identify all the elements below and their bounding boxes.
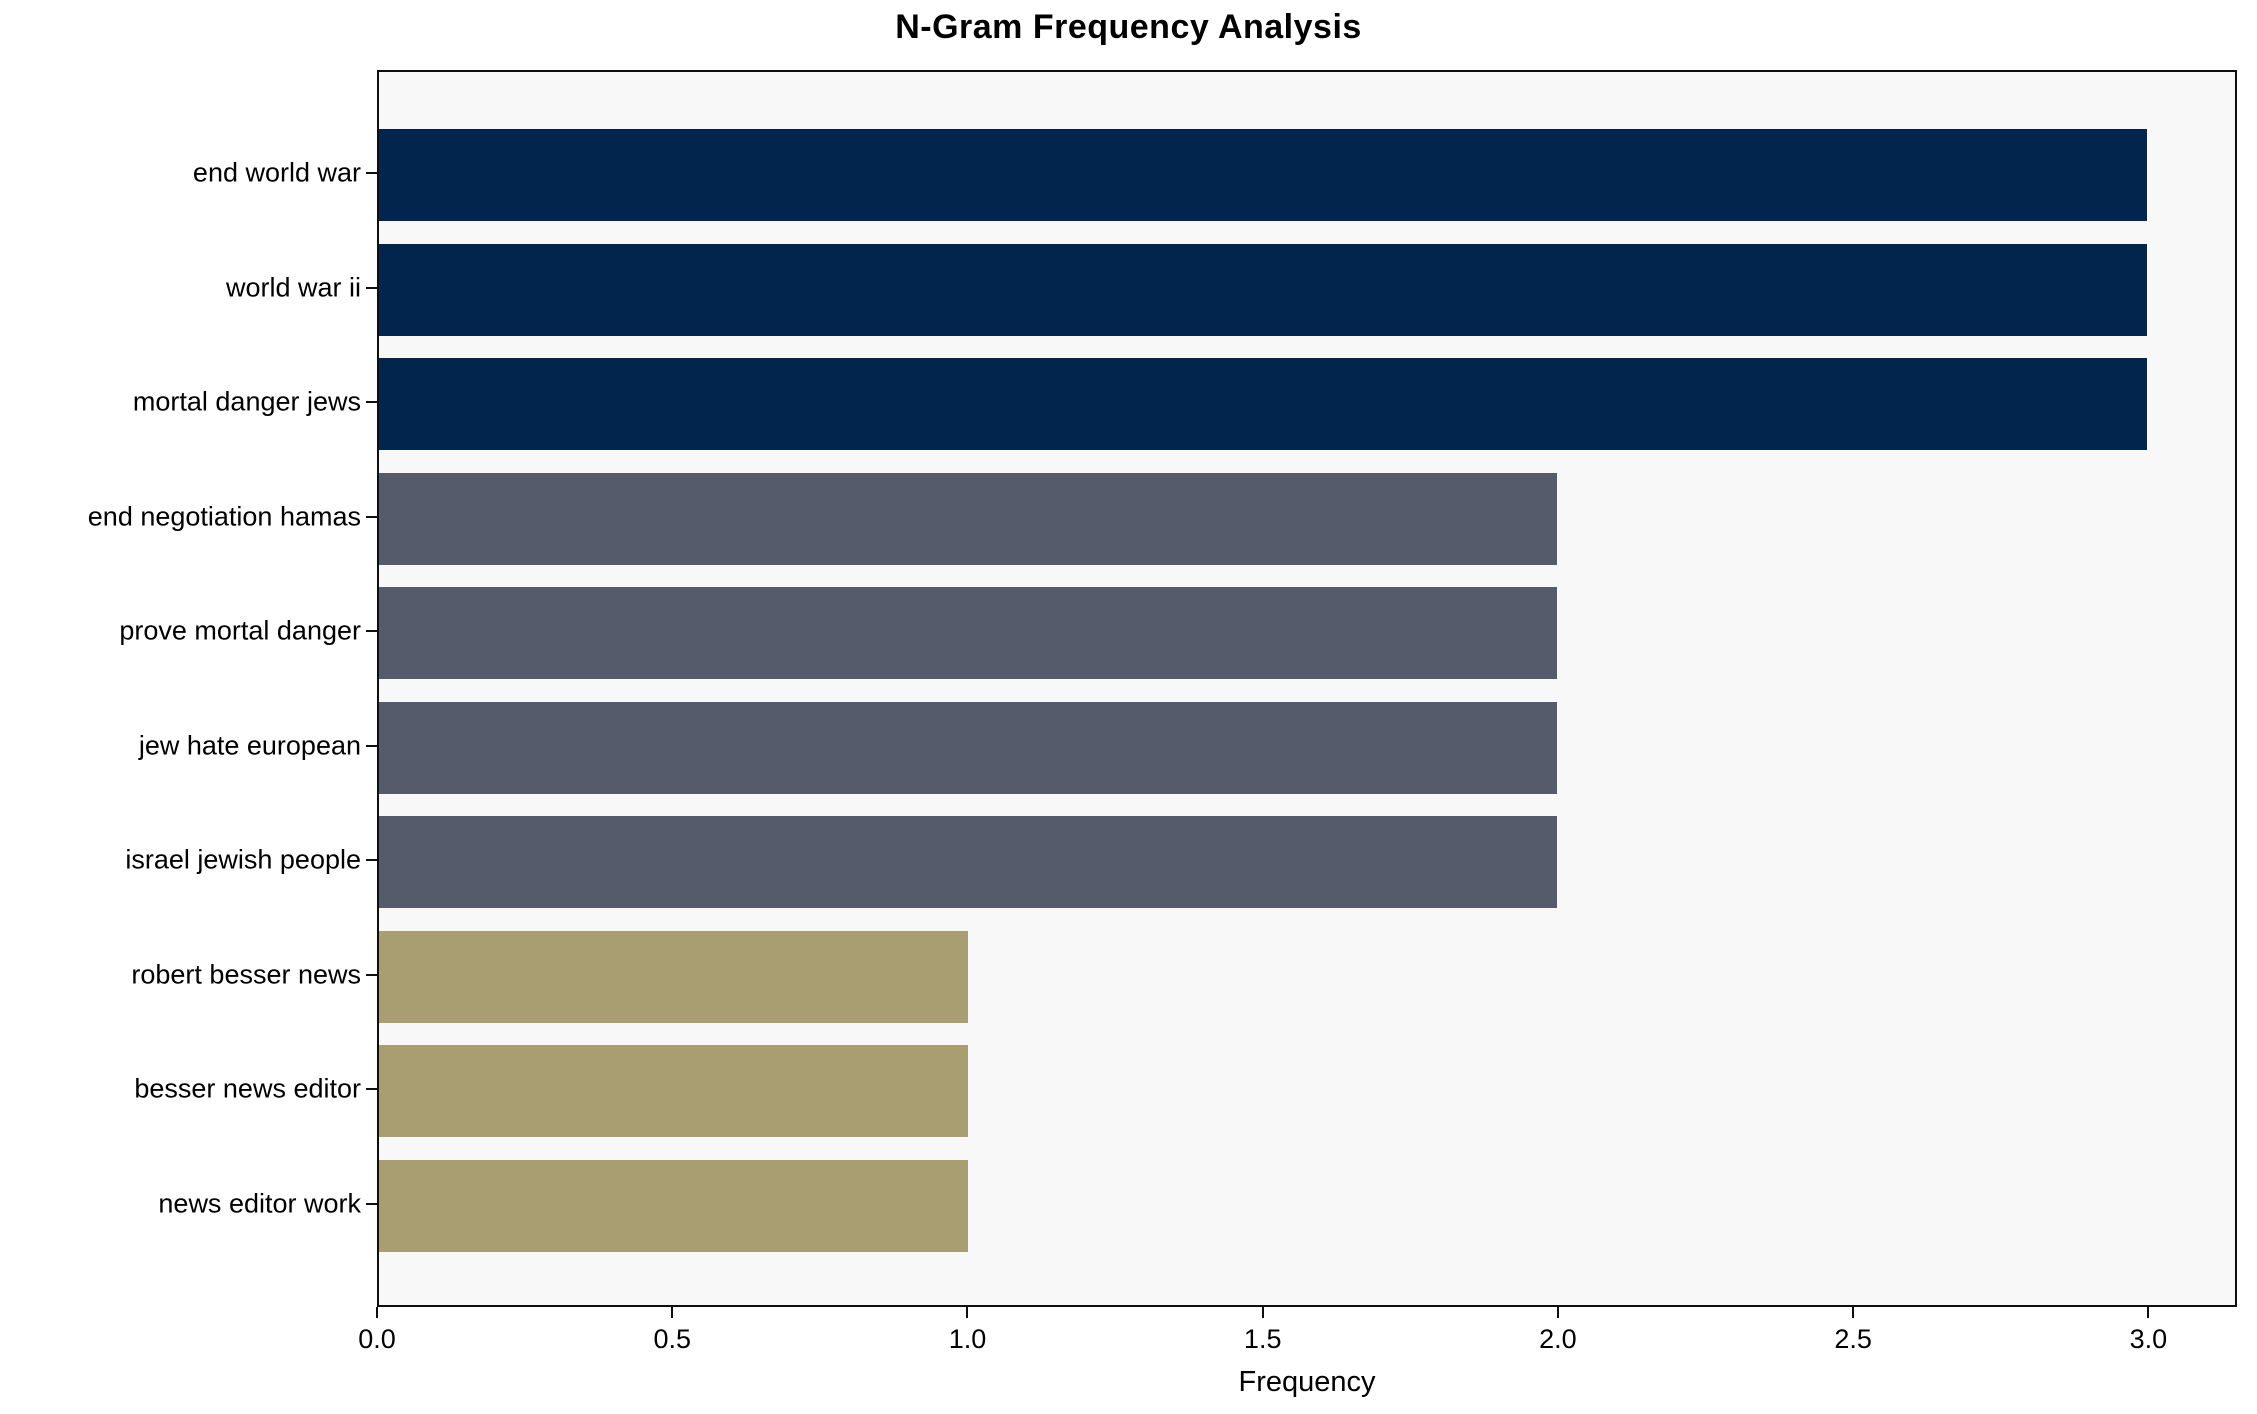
chart-title: N-Gram Frequency Analysis: [895, 8, 1362, 46]
y-tick-label: jew hate european: [138, 730, 361, 761]
bar-news-editor-work: [379, 1160, 969, 1252]
x-tick-label: 3.0: [2129, 1324, 2168, 1354]
y-tick-mark: [366, 515, 377, 518]
y-tick-label: israel jewish people: [125, 844, 361, 875]
bar-end-world-war: [379, 129, 2147, 221]
x-tick-mark: [1556, 1307, 1559, 1318]
plot-area: [377, 70, 2237, 1307]
y-tick-mark: [366, 630, 377, 633]
bar-robert-besser-news: [379, 930, 969, 1023]
y-tick-mark: [366, 744, 377, 747]
x-tick-label: 1.0: [948, 1324, 987, 1354]
y-tick-label: mortal danger jews: [132, 386, 361, 417]
y-tick-mark: [366, 401, 377, 404]
bar-besser-news-editor: [379, 1045, 969, 1138]
y-tick-label: end world war: [192, 157, 361, 188]
y-tick-label: news editor work: [158, 1188, 361, 1219]
x-tick-mark: [376, 1307, 378, 1318]
bar-israel-jewish-people: [379, 816, 1558, 909]
y-tick-mark: [366, 859, 377, 862]
bar-end-negotiation-hamas: [379, 472, 1558, 565]
x-tick-label: 2.5: [1834, 1324, 1872, 1354]
x-tick-label: 0.0: [358, 1324, 396, 1354]
y-tick-label: end negotiation hamas: [87, 501, 361, 532]
x-tick-label: 2.0: [1539, 1324, 1577, 1354]
y-tick-label: world war ii: [225, 272, 361, 303]
bar-prove-mortal-danger: [379, 587, 1558, 680]
x-tick-mark: [1261, 1307, 1264, 1318]
y-tick-label: besser news editor: [134, 1073, 361, 1104]
y-tick-mark: [366, 1203, 377, 1205]
x-tick-label: 0.5: [653, 1324, 692, 1354]
x-tick-mark: [671, 1307, 674, 1318]
y-tick-label: prove mortal danger: [119, 615, 361, 646]
bar-world-war-ii: [379, 243, 2147, 336]
x-axis-title: Frequency: [1238, 1366, 1376, 1398]
bar-mortal-danger-jews: [379, 358, 2147, 451]
x-tick-mark: [966, 1307, 969, 1318]
y-tick-mark: [366, 1088, 377, 1091]
y-tick-mark: [366, 172, 377, 174]
y-tick-mark: [366, 286, 377, 289]
bar-jew-hate-european: [379, 701, 1558, 794]
x-tick-mark: [1852, 1307, 1855, 1318]
y-tick-mark: [366, 973, 377, 976]
x-tick-mark: [2147, 1307, 2150, 1318]
y-tick-label: robert besser news: [131, 959, 361, 990]
x-tick-label: 1.5: [1243, 1324, 1282, 1354]
